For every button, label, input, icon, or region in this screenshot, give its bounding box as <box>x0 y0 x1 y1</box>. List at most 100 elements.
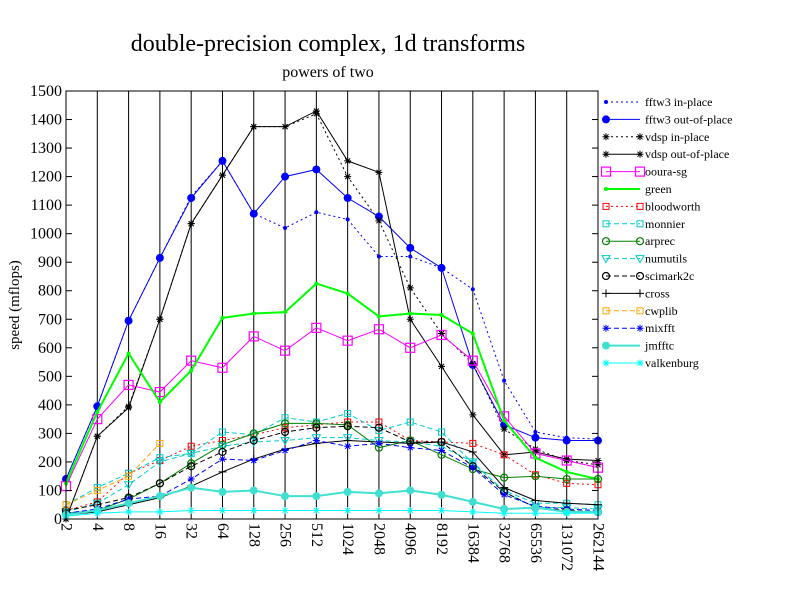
data-point <box>500 451 508 459</box>
data-point <box>281 172 290 181</box>
data-point <box>562 474 571 484</box>
data-point <box>405 342 416 353</box>
data-point <box>217 362 228 373</box>
data-point <box>186 449 197 459</box>
data-point <box>470 287 475 292</box>
y-tick-label: 800 <box>38 283 62 300</box>
data-point <box>376 314 381 319</box>
series-line <box>65 160 599 480</box>
y-tick-label: 1500 <box>30 83 62 100</box>
legend-label: valkenburg <box>645 356 699 370</box>
data-point <box>218 171 226 179</box>
data-point <box>500 483 509 492</box>
data-point <box>600 166 612 177</box>
data-point <box>250 506 258 514</box>
data-point <box>156 315 164 323</box>
legend-label: green <box>645 182 672 196</box>
data-point <box>604 187 608 191</box>
data-point <box>376 254 381 259</box>
data-point <box>438 362 446 370</box>
data-point <box>312 437 320 445</box>
data-point <box>604 100 608 104</box>
data-point <box>218 487 227 496</box>
legend-entry: vdsp in-place <box>602 130 709 144</box>
data-point <box>154 386 165 398</box>
data-point <box>218 506 226 514</box>
data-point <box>375 418 383 426</box>
data-point <box>562 436 571 445</box>
data-point <box>375 506 383 514</box>
legend-entry: scimark2c <box>601 269 694 283</box>
data-point <box>187 220 195 228</box>
x-tick-label: 4 <box>89 523 106 531</box>
y-tick-label: 0 <box>54 511 62 528</box>
data-point <box>189 368 194 373</box>
data-point <box>220 315 225 320</box>
data-point <box>533 455 538 460</box>
data-point <box>312 492 321 501</box>
data-point <box>123 379 134 390</box>
legend-label: vdsp out-of-place <box>645 147 729 161</box>
data-point <box>500 425 508 433</box>
data-point <box>406 315 414 323</box>
series-line <box>65 160 598 480</box>
y-tick-label: 1300 <box>30 140 62 157</box>
legend-entry: mixfft <box>602 321 675 335</box>
data-point <box>345 291 350 296</box>
data-point <box>500 473 509 482</box>
data-point <box>124 316 133 325</box>
data-point <box>375 168 383 176</box>
x-tick-label: 512 <box>308 523 325 547</box>
data-point <box>634 166 646 177</box>
series-line <box>65 440 599 516</box>
series-cross <box>62 436 602 519</box>
legend-entry: vdsp out-of-place <box>602 147 729 161</box>
legend-entry: valkenburg <box>602 356 699 370</box>
data-point <box>187 475 195 483</box>
data-point <box>375 439 383 447</box>
data-point <box>531 433 540 442</box>
data-point <box>502 378 507 383</box>
y-tick-label: 600 <box>38 340 62 357</box>
data-point <box>281 447 289 455</box>
data-point <box>124 499 133 508</box>
data-point <box>342 434 353 443</box>
data-point <box>218 428 226 436</box>
legend-label: arprec <box>645 234 675 248</box>
data-point <box>374 423 384 432</box>
data-point <box>312 107 320 115</box>
data-point <box>218 455 226 463</box>
data-point <box>157 400 162 405</box>
data-point <box>218 156 227 165</box>
data-point <box>636 220 644 228</box>
legend-entry: fftw3 out-of-place <box>602 112 732 126</box>
data-point <box>436 329 447 341</box>
data-point <box>437 490 446 499</box>
legend-entry: jmfftc <box>602 339 674 353</box>
data-point <box>125 508 133 516</box>
data-point <box>601 255 611 264</box>
data-point <box>249 486 258 495</box>
x-tick-label: 131072 <box>558 523 575 571</box>
legend-label: cwplib <box>645 304 678 318</box>
series-line <box>65 113 599 520</box>
data-point <box>314 210 319 215</box>
series-line <box>65 425 599 513</box>
legend-entry: bloodworth <box>602 199 700 213</box>
data-point <box>500 491 508 499</box>
data-point <box>406 418 414 426</box>
data-point <box>344 409 352 417</box>
data-point <box>312 165 321 174</box>
x-tick-label: 65536 <box>527 523 544 563</box>
data-point <box>217 442 228 452</box>
data-point <box>469 508 477 516</box>
data-point <box>437 437 446 446</box>
y-axis-label: speed (mflops) <box>7 260 23 350</box>
data-point <box>636 307 644 315</box>
data-point <box>602 307 610 315</box>
data-point <box>311 322 322 333</box>
series-line <box>65 443 161 506</box>
series-green <box>64 281 600 486</box>
data-point <box>602 324 610 332</box>
